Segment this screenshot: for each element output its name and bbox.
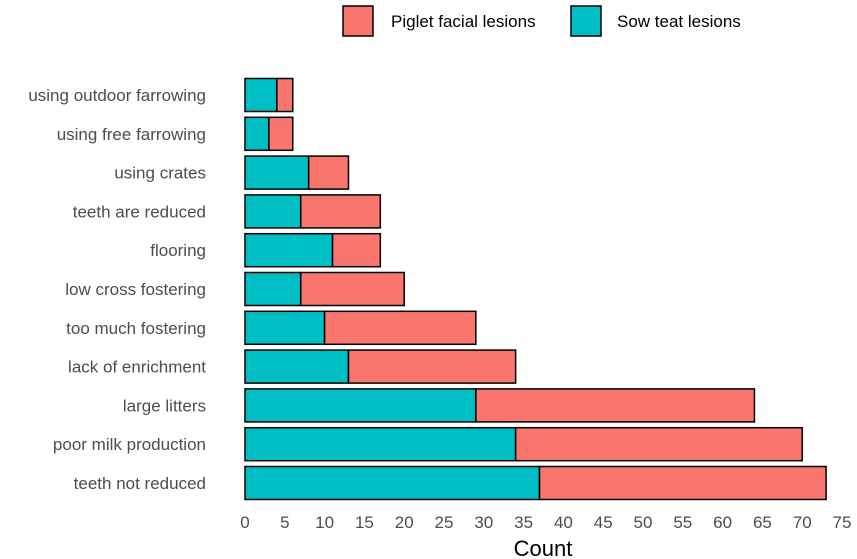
legend-swatch-piglet-facial-lesions <box>342 5 374 37</box>
bar-sow-teat-lesions-poor-milk-production <box>244 426 517 462</box>
bar-sow-teat-lesions-large-litters <box>244 388 477 423</box>
x-tick-label-10: 10 <box>315 513 334 532</box>
bar-sow-teat-lesions-low-cross-fostering <box>244 271 302 307</box>
bar-sow-teat-lesions-using-free-farrowing <box>244 116 270 152</box>
x-tick-label-30: 30 <box>474 513 493 532</box>
x-tick-label-0: 0 <box>240 513 249 532</box>
bar-sow-teat-lesions-teeth-not-reduced <box>244 465 541 501</box>
bars <box>244 77 827 501</box>
x-tick-label-20: 20 <box>395 513 414 532</box>
category-label-too-much-fostering: too much fostering <box>66 319 206 338</box>
bar-piglet-facial-lesions-using-crates <box>307 155 350 190</box>
x-tick-label-65: 65 <box>753 513 772 532</box>
category-label-flooring: flooring <box>150 241 206 260</box>
bar-piglet-facial-lesions-low-cross-fostering <box>299 271 405 307</box>
bar-piglet-facial-lesions-using-outdoor-farrowing <box>276 77 294 113</box>
bar-piglet-facial-lesions-large-litters <box>475 388 756 423</box>
x-tick-label-60: 60 <box>713 513 732 532</box>
category-label-using-outdoor-farrowing: using outdoor farrowing <box>28 86 206 105</box>
x-axis-title: Count <box>514 536 573 559</box>
bar-piglet-facial-lesions-teeth-are-reduced <box>299 194 382 229</box>
bar-piglet-facial-lesions-lack-of-enrichment <box>347 349 517 384</box>
bar-sow-teat-lesions-too-much-fostering <box>244 310 326 346</box>
x-axis-tick-labels: 0 5 10 15 20 25 30 35 40 45 50 55 60 65 70 75 <box>240 513 851 532</box>
bar-piglet-facial-lesions-using-free-farrowing <box>268 116 294 152</box>
y-axis-category-labels: using outdoor farrowing using free farrow… <box>28 86 206 493</box>
x-tick-label-45: 45 <box>594 513 613 532</box>
bar-piglet-facial-lesions-too-much-fostering <box>323 310 477 346</box>
bar-sow-teat-lesions-using-crates <box>244 155 310 190</box>
bar-piglet-facial-lesions-teeth-not-reduced <box>538 465 827 501</box>
x-tick-label-50: 50 <box>634 513 653 532</box>
category-label-using-free-farrowing: using free farrowing <box>57 125 206 144</box>
bar-sow-teat-lesions-teeth-are-reduced <box>244 194 302 229</box>
bar-sow-teat-lesions-flooring <box>244 232 334 268</box>
category-label-teeth-not-reduced: teeth not reduced <box>74 474 206 493</box>
x-tick-label-70: 70 <box>793 513 812 532</box>
legend-label-sow-teat-lesions: Sow teat lesions <box>617 12 741 31</box>
category-label-poor-milk-production: poor milk production <box>53 435 206 454</box>
x-tick-label-40: 40 <box>554 513 573 532</box>
bar-sow-teat-lesions-using-outdoor-farrowing <box>244 77 278 113</box>
bar-sow-teat-lesions-lack-of-enrichment <box>244 349 350 384</box>
x-tick-label-15: 15 <box>355 513 374 532</box>
legend-label-piglet-facial-lesions: Piglet facial lesions <box>391 12 536 31</box>
category-label-large-litters: large litters <box>123 396 206 415</box>
x-tick-label-55: 55 <box>673 513 692 532</box>
category-label-using-crates: using crates <box>114 164 206 183</box>
category-label-low-cross-fostering: low cross fostering <box>65 280 206 299</box>
category-label-teeth-are-reduced: teeth are reduced <box>73 202 206 221</box>
x-tick-label-75: 75 <box>833 513 852 532</box>
bar-piglet-facial-lesions-flooring <box>331 232 382 268</box>
x-tick-label-35: 35 <box>514 513 533 532</box>
legend-swatch-sow-teat-lesions <box>570 5 602 37</box>
x-tick-label-25: 25 <box>435 513 454 532</box>
category-label-lack-of-enrichment: lack of enrichment <box>68 358 206 377</box>
x-tick-label-5: 5 <box>280 513 289 532</box>
bar-piglet-facial-lesions-poor-milk-production <box>514 426 803 462</box>
legend: Piglet facial lesions Sow teat lesions <box>342 5 741 37</box>
